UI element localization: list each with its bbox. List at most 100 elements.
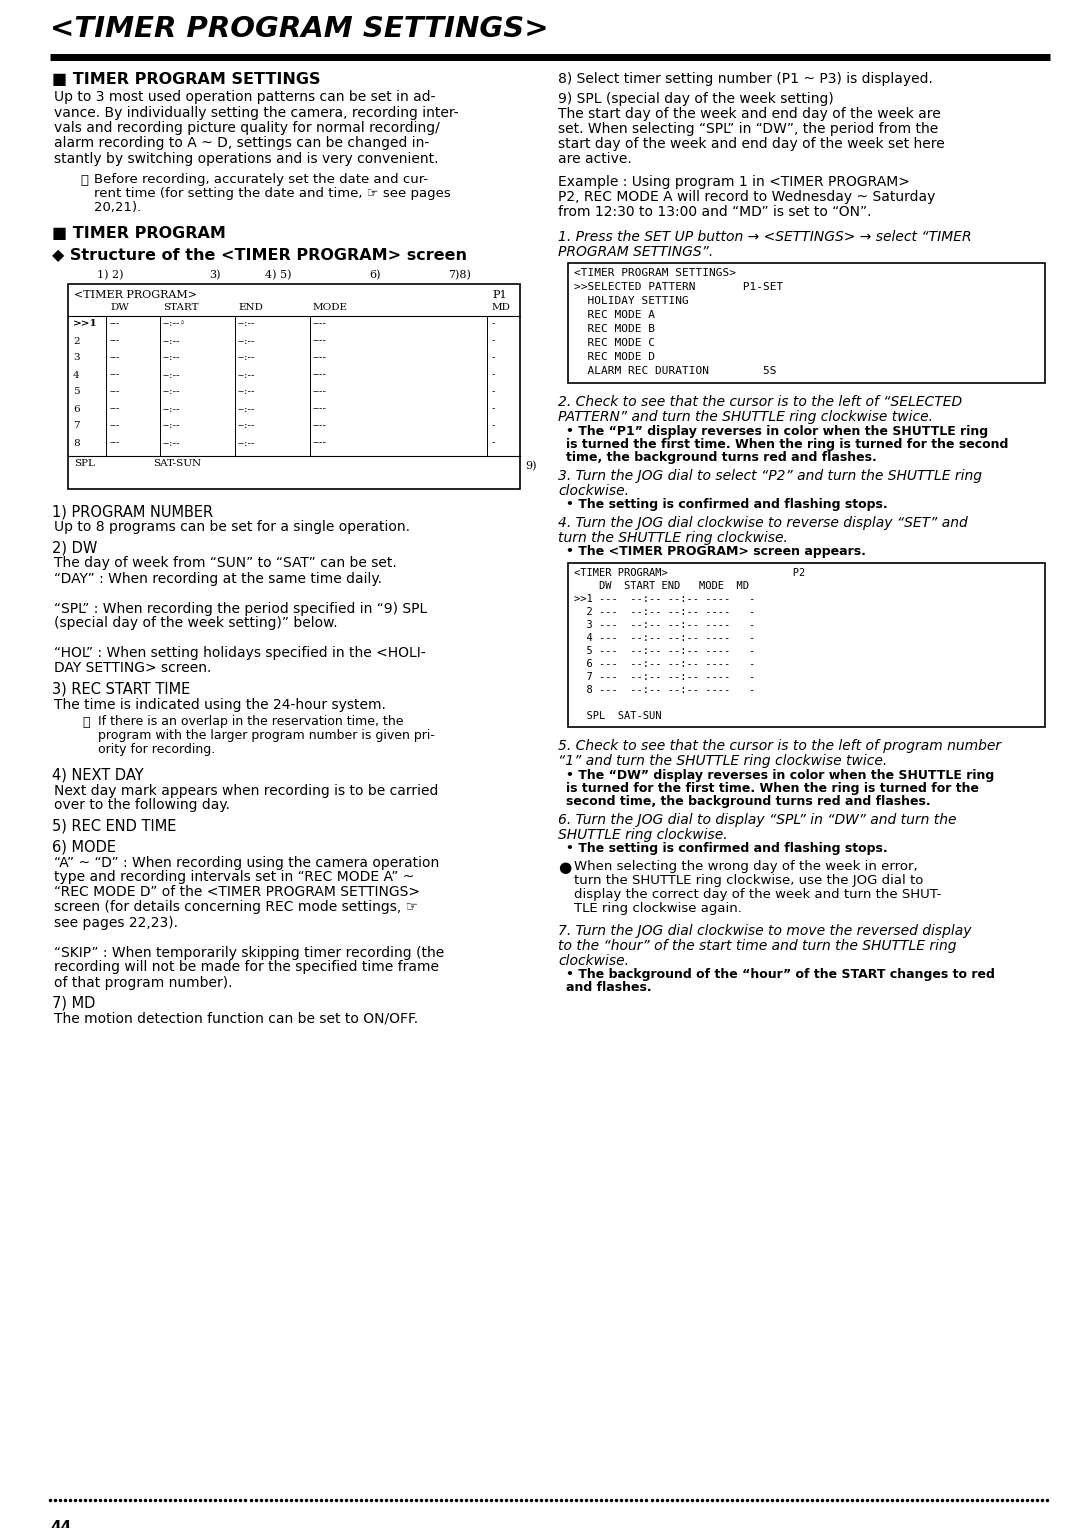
Text: >>1: >>1 (73, 319, 98, 329)
Text: --:--: --:-- (238, 336, 256, 345)
Text: When selecting the wrong day of the week in error,: When selecting the wrong day of the week… (573, 860, 918, 872)
Text: --:--: --:-- (238, 353, 256, 362)
Text: SAT-SUN: SAT-SUN (153, 458, 201, 468)
Text: --:--: --:-- (238, 422, 256, 431)
Text: is turned the first time. When the ring is turned for the second: is turned the first time. When the ring … (566, 439, 1009, 451)
Text: REC MODE D: REC MODE D (573, 351, 654, 362)
Text: SPL: SPL (75, 458, 95, 468)
Text: 7 ---  --:-- --:-- ----   -: 7 --- --:-- --:-- ---- - (573, 672, 755, 681)
Text: >>SELECTED PATTERN       P1-SET: >>SELECTED PATTERN P1-SET (573, 283, 783, 292)
Text: <TIMER PROGRAM SETTINGS>: <TIMER PROGRAM SETTINGS> (573, 267, 735, 278)
Text: screen (for details concerning REC mode settings, ☞: screen (for details concerning REC mode … (54, 900, 418, 914)
Text: program with the larger program number is given pri-: program with the larger program number i… (98, 729, 435, 743)
Text: REC MODE A: REC MODE A (573, 310, 654, 319)
Text: 4: 4 (73, 370, 80, 379)
Text: ---: --- (110, 319, 121, 329)
Text: 6 ---  --:-- --:-- ----   -: 6 --- --:-- --:-- ---- - (573, 659, 755, 669)
Text: PATTERN” and turn the SHUTTLE ring clockwise twice.: PATTERN” and turn the SHUTTLE ring clock… (558, 410, 933, 423)
Text: -: - (492, 319, 496, 329)
Text: rent time (for setting the date and time, ☞ see pages: rent time (for setting the date and time… (94, 188, 450, 200)
Text: set. When selecting “SPL” in “DW”, the period from the: set. When selecting “SPL” in “DW”, the p… (558, 122, 939, 136)
Text: ---: --- (110, 336, 121, 345)
Text: -: - (492, 370, 496, 379)
Text: --:--: --:-- (163, 405, 180, 414)
Bar (68, 284, 519, 489)
Text: REC MODE C: REC MODE C (573, 338, 654, 348)
Text: from 12:30 to 13:00 and “MD” is set to “ON”.: from 12:30 to 13:00 and “MD” is set to “… (558, 205, 872, 219)
Text: turn the SHUTTLE ring clockwise, use the JOG dial to: turn the SHUTTLE ring clockwise, use the… (573, 874, 923, 886)
Text: ◆ Structure of the <TIMER PROGRAM> screen: ◆ Structure of the <TIMER PROGRAM> scree… (52, 248, 467, 263)
Text: • The setting is confirmed and flashing stops.: • The setting is confirmed and flashing … (566, 498, 888, 510)
Text: 1) 2): 1) 2) (97, 269, 123, 280)
Text: 8 ---  --:-- --:-- ----   -: 8 --- --:-- --:-- ---- - (573, 685, 755, 695)
Text: DAY SETTING> screen.: DAY SETTING> screen. (54, 662, 212, 675)
Text: 7)8): 7)8) (448, 269, 472, 280)
Text: ----: ---- (313, 439, 327, 448)
Text: --:--: --:-- (163, 422, 180, 431)
Text: ---: --- (110, 353, 121, 362)
Text: ----: ---- (313, 370, 327, 379)
Text: 5: 5 (73, 388, 80, 396)
Text: -: - (492, 422, 496, 431)
Text: are active.: are active. (558, 151, 632, 167)
Text: stantly by switching operations and is very convenient.: stantly by switching operations and is v… (54, 151, 438, 167)
Text: >>1 ---  --:-- --:-- ----   -: >>1 --- --:-- --:-- ---- - (573, 594, 755, 604)
Text: (special day of the week setting)” below.: (special day of the week setting)” below… (54, 616, 338, 631)
Text: 5. Check to see that the cursor is to the left of program number: 5. Check to see that the cursor is to th… (558, 740, 1001, 753)
Text: 3. Turn the JOG dial to select “P2” and turn the SHUTTLE ring: 3. Turn the JOG dial to select “P2” and … (558, 469, 982, 483)
Text: 2: 2 (73, 336, 80, 345)
Text: ●: ● (558, 860, 571, 876)
Text: “A” ~ “D” : When recording using the camera operation: “A” ~ “D” : When recording using the cam… (54, 856, 440, 869)
Text: type and recording intervals set in “REC MODE A” ~: type and recording intervals set in “REC… (54, 871, 415, 885)
Text: --:--: --:-- (163, 353, 180, 362)
Text: <TIMER PROGRAM>                    P2: <TIMER PROGRAM> P2 (573, 568, 806, 578)
Text: • The “DW” display reverses in color when the SHUTTLE ring: • The “DW” display reverses in color whe… (566, 769, 995, 782)
Bar (568, 263, 1045, 384)
Text: REC MODE B: REC MODE B (573, 324, 654, 335)
Text: Up to 3 most used operation patterns can be set in ad-: Up to 3 most used operation patterns can… (54, 90, 435, 104)
Text: 6) MODE: 6) MODE (52, 839, 116, 854)
Text: --:--: --:-- (163, 370, 180, 379)
Text: SPL  SAT-SUN: SPL SAT-SUN (573, 711, 661, 721)
Text: 7: 7 (73, 422, 80, 431)
Text: <TIMER PROGRAM SETTINGS>: <TIMER PROGRAM SETTINGS> (50, 15, 549, 43)
Text: 9): 9) (525, 460, 537, 471)
Text: recording will not be made for the specified time frame: recording will not be made for the speci… (54, 961, 438, 975)
Text: -: - (492, 405, 496, 414)
Text: “HOL” : When setting holidays specified in the <HOLI-: “HOL” : When setting holidays specified … (54, 646, 426, 660)
Text: DW: DW (110, 304, 129, 313)
Text: 5) REC END TIME: 5) REC END TIME (52, 819, 176, 833)
Text: clockwise.: clockwise. (558, 484, 629, 498)
Text: “1” and turn the SHUTTLE ring clockwise twice.: “1” and turn the SHUTTLE ring clockwise … (558, 753, 888, 769)
Text: “SPL” : When recording the period specified in “9) SPL: “SPL” : When recording the period specif… (54, 602, 428, 616)
Text: ----: ---- (313, 405, 327, 414)
Text: 2) DW: 2) DW (52, 541, 97, 556)
Text: ----: ---- (313, 388, 327, 396)
Text: ---: --- (110, 370, 121, 379)
Bar (568, 562, 1045, 727)
Text: 4) 5): 4) 5) (265, 269, 292, 280)
Text: 8: 8 (73, 439, 80, 448)
Text: ALARM REC DURATION        5S: ALARM REC DURATION 5S (573, 367, 777, 376)
Text: --:--: --:-- (163, 439, 180, 448)
Text: HOLIDAY SETTING: HOLIDAY SETTING (573, 296, 689, 306)
Text: see pages 22,23).: see pages 22,23). (54, 915, 178, 929)
Text: 3): 3) (210, 269, 220, 280)
Text: -: - (492, 353, 496, 362)
Text: The motion detection function can be set to ON/OFF.: The motion detection function can be set… (54, 1012, 418, 1025)
Text: Next day mark appears when recording is to be carried: Next day mark appears when recording is … (54, 784, 438, 798)
Text: 6): 6) (369, 269, 381, 280)
Text: The day of week from “SUN” to “SAT” can be set.: The day of week from “SUN” to “SAT” can … (54, 556, 396, 570)
Text: ----: ---- (313, 422, 327, 431)
Text: 9) SPL (special day of the week setting): 9) SPL (special day of the week setting) (558, 92, 834, 105)
Text: END: END (238, 304, 262, 313)
Text: P2, REC MODE A will record to Wednesday ~ Saturday: P2, REC MODE A will record to Wednesday … (558, 189, 935, 205)
Text: ority for recording.: ority for recording. (98, 744, 215, 756)
Text: -: - (492, 336, 496, 345)
Text: --:--: --:-- (238, 319, 256, 329)
Text: --:--: --:-- (163, 388, 180, 396)
Text: The time is indicated using the 24-hour system.: The time is indicated using the 24-hour … (54, 697, 386, 712)
Text: 20,21).: 20,21). (94, 202, 141, 214)
Text: The start day of the week and end day of the week are: The start day of the week and end day of… (558, 107, 941, 121)
Text: vance. By individually setting the camera, recording inter-: vance. By individually setting the camer… (54, 105, 459, 119)
